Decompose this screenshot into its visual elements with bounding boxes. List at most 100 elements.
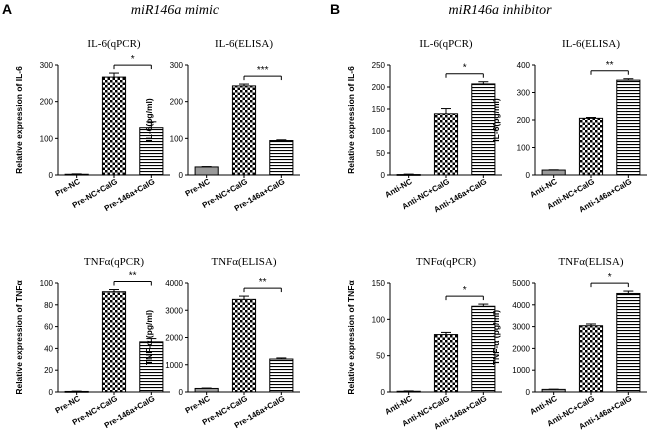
y-axis-label: Relative expression of TNFα: [346, 280, 356, 395]
bar-3: [269, 358, 294, 393]
y-tick-label: 20: [44, 366, 53, 375]
panel-b-heading: miR146a inhibitor: [448, 3, 552, 18]
y-tick-label: 100: [517, 144, 531, 153]
y-tick-label: 50: [376, 149, 385, 158]
y-tick-label: 100: [40, 279, 54, 288]
chart-title: IL-6(qPCR): [87, 38, 141, 50]
y-tick-label: 200: [40, 98, 54, 107]
significance-label: **: [129, 271, 137, 282]
x-tick-label: Anti-NC: [383, 394, 413, 417]
y-tick-label: 0: [526, 388, 531, 397]
chart-title: TNFα(qPCR): [84, 256, 144, 268]
y-tick-label: 100: [170, 134, 184, 143]
chart-3: IL-6(qPCR) Relative expression of IL-6 0 50…: [346, 38, 502, 214]
y-tick-label: 2000: [165, 334, 183, 343]
panel-a-heading: miR146a mimic: [131, 3, 220, 18]
y-tick-label: 300: [517, 89, 531, 98]
y-tick-label: 100: [40, 134, 54, 143]
bar-1: [194, 166, 219, 176]
y-tick-label: 150: [372, 105, 386, 114]
y-axis-label: IL-6(pg/ml): [491, 98, 501, 142]
y-tick-label: 0: [49, 171, 54, 180]
y-tick-label: 300: [40, 61, 54, 70]
y-tick-label: 250: [372, 61, 386, 70]
chart-2: IL-6(ELISA)IL-6(pg/ml)0100200300Pre-NCPr…: [144, 38, 300, 213]
y-tick-label: 3000: [512, 323, 530, 332]
bar-2: [231, 298, 257, 393]
chart-7: TNFα(qPCR) Relative expression of TNFα 0 50…: [346, 256, 502, 431]
y-tick-label: 1000: [512, 366, 530, 375]
y-tick-label: 1000: [165, 361, 183, 370]
x-tick-label: Pre-NC: [54, 394, 82, 415]
x-tick-label: Pre-NC: [184, 177, 212, 198]
panel-a-letter: A: [2, 1, 12, 17]
chart-title: IL-6(ELISA): [215, 38, 273, 50]
y-tick-label: 50: [376, 352, 385, 361]
significance-label: *: [463, 285, 467, 296]
y-tick-label: 2000: [512, 344, 530, 353]
y-tick-label: 0: [381, 388, 386, 397]
y-tick-label: 80: [44, 301, 53, 310]
y-tick-label: 5000: [512, 279, 530, 288]
bar-2: [231, 85, 257, 176]
chart-title: TNFα(ELISA): [211, 256, 276, 268]
significance-label: **: [606, 60, 614, 71]
x-tick-label: Anti-NC: [383, 177, 413, 200]
y-tick-label: 400: [517, 61, 531, 70]
bar-2: [433, 334, 459, 393]
chart-title: IL-6(qPCR): [419, 38, 473, 50]
y-axis-label: IL-6(pg/ml): [144, 98, 154, 142]
bar-1: [541, 388, 566, 393]
y-tick-label: 200: [372, 83, 386, 92]
y-tick-label: 200: [517, 116, 531, 125]
y-tick-label: 0: [179, 388, 184, 397]
y-tick-label: 150: [372, 279, 386, 288]
significance-label: **: [259, 277, 267, 288]
y-tick-label: 0: [49, 388, 54, 397]
x-tick-label: Pre-NC: [184, 394, 212, 415]
y-tick-label: 0: [526, 171, 531, 180]
chart-4: IL-6(ELISA) IL-6(pg/ml) 0 100 200 300 400 Anti-…: [491, 38, 647, 214]
chart-title: IL-6(ELISA): [562, 38, 620, 50]
y-axis-label: TNF-α (pg/ml): [491, 310, 501, 365]
chart-title: TNFα(qPCR): [416, 256, 476, 268]
chart-title: TNFα(ELISA): [558, 256, 623, 268]
bar-2: [101, 76, 127, 176]
y-tick-label: 4000: [165, 279, 183, 288]
chart-8: TNFα(ELISA) TNF-α (pg/ml) 0 1000 2000 3000 400…: [491, 256, 647, 431]
y-tick-label: 200: [170, 98, 184, 107]
bar-2: [433, 113, 459, 176]
x-tick-label: Anti-NC: [528, 177, 558, 200]
charts-group: IL-6(qPCR) Relative expression of IL-6 0 10…: [14, 38, 647, 431]
bar-3: [269, 140, 294, 176]
y-tick-label: 3000: [165, 306, 183, 315]
y-tick-label: 60: [44, 323, 53, 332]
y-axis-label: Relative expression of IL-6: [14, 66, 24, 174]
significance-label: ***: [257, 65, 269, 76]
significance-label: *: [463, 63, 467, 74]
y-tick-label: 40: [44, 344, 53, 353]
bar-2: [101, 291, 127, 393]
bar-1: [194, 387, 219, 393]
y-tick-label: 0: [179, 171, 184, 180]
x-tick-label: Anti-NC: [528, 394, 558, 417]
y-axis-label: Relative expression of IL-6: [346, 66, 356, 174]
bar-2: [578, 117, 604, 176]
bar-3: [616, 79, 641, 176]
panel-b-letter: B: [330, 1, 340, 17]
bar-2: [578, 325, 604, 393]
chart-6: TNFα(ELISA) TNF-α (pg/ml) 0 1000 2000 3000 400…: [144, 256, 300, 430]
y-tick-label: 100: [372, 315, 386, 324]
y-axis-label: Relative expression of TNFα: [14, 280, 24, 395]
y-tick-label: 300: [170, 61, 184, 70]
y-axis-label: TNF-α (pg/ml): [144, 310, 154, 365]
significance-label: *: [131, 54, 135, 65]
bar-1: [541, 169, 566, 176]
x-tick-label: Pre-NC: [54, 177, 82, 198]
y-tick-label: 4000: [512, 301, 530, 310]
y-tick-label: 100: [372, 127, 386, 136]
bar-3: [616, 292, 641, 393]
y-tick-label: 0: [381, 171, 386, 180]
significance-label: *: [608, 272, 612, 283]
